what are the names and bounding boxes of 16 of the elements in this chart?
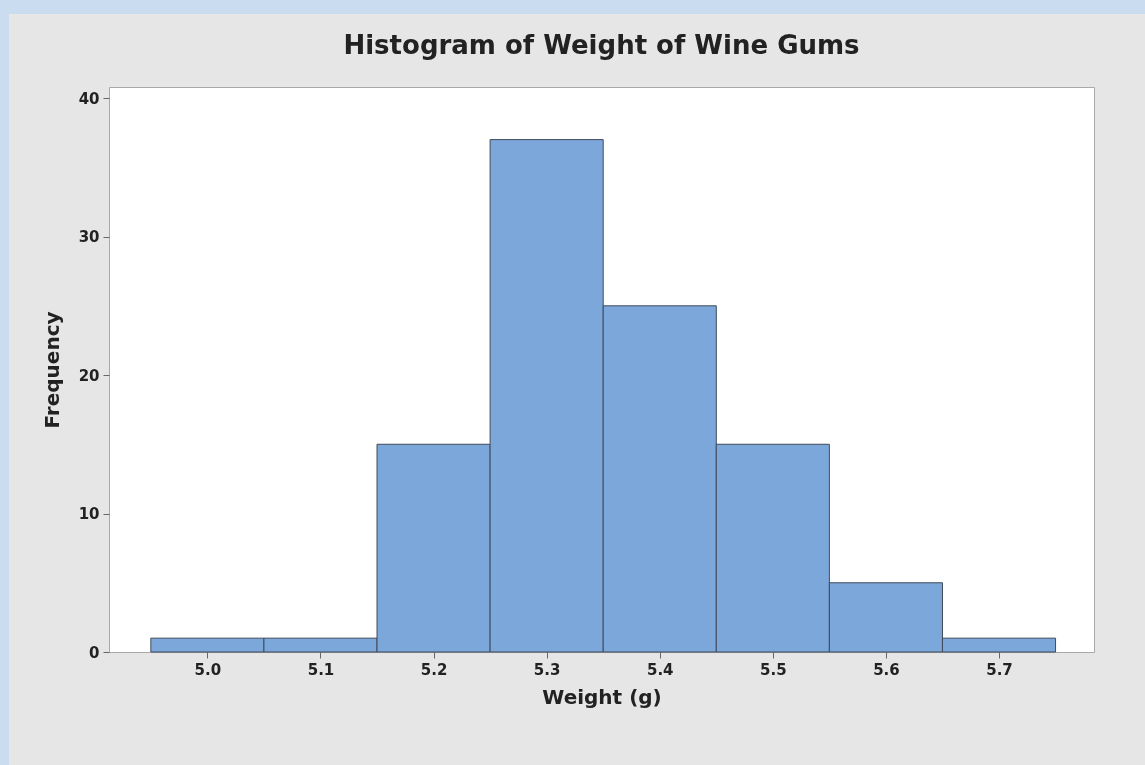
y-tick-label: 10 bbox=[78, 505, 100, 524]
y-tick-label: 0 bbox=[89, 643, 100, 662]
y-tick-label: 20 bbox=[78, 366, 100, 385]
x-axis-title: Weight (g) bbox=[542, 684, 662, 709]
x-tick-label: 5.6 bbox=[873, 660, 900, 679]
x-tick-label: 5.7 bbox=[986, 660, 1013, 679]
x-tick-label: 5.3 bbox=[533, 660, 561, 679]
x-tick-label: 5.0 bbox=[194, 660, 222, 679]
y-tick-label: 40 bbox=[78, 89, 100, 108]
chart-title: Histogram of Weight of Wine Gums bbox=[343, 30, 860, 60]
x-tick-label: 5.5 bbox=[760, 660, 787, 679]
x-tick-label: 5.2 bbox=[420, 660, 448, 679]
y-axis-title: Frequency bbox=[39, 311, 64, 429]
x-tick-label: 5.4 bbox=[646, 660, 674, 679]
y-tick-label: 30 bbox=[78, 228, 100, 247]
x-tick-label: 5.1 bbox=[307, 660, 335, 679]
